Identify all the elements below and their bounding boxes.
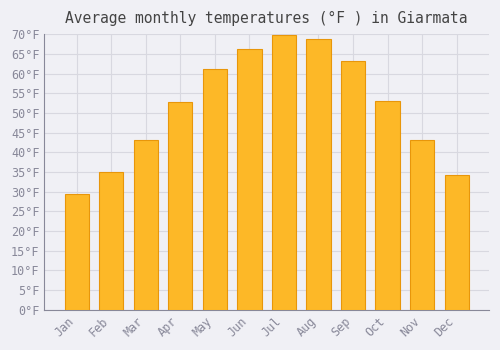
Bar xyxy=(64,194,89,310)
Bar xyxy=(272,35,296,310)
Bar xyxy=(306,38,330,310)
Bar xyxy=(444,175,468,310)
Bar xyxy=(168,102,192,310)
Bar xyxy=(376,101,400,310)
Bar xyxy=(99,172,124,310)
Bar xyxy=(341,61,365,310)
Bar xyxy=(410,140,434,310)
Title: Average monthly temperatures (°F ) in Giarmata: Average monthly temperatures (°F ) in Gi… xyxy=(66,11,468,26)
Bar xyxy=(203,69,227,310)
Bar xyxy=(238,49,262,310)
Bar xyxy=(134,140,158,310)
